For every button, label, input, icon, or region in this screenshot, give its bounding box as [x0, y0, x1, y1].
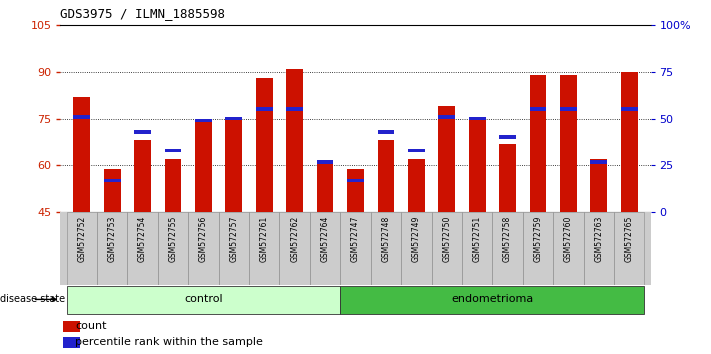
Bar — [341, 212, 370, 285]
Bar — [621, 107, 638, 111]
Bar — [249, 212, 279, 285]
Text: GSM572753: GSM572753 — [107, 216, 117, 262]
Bar — [469, 119, 486, 212]
Bar — [73, 97, 90, 212]
Bar — [584, 212, 614, 285]
Text: disease state: disease state — [0, 295, 65, 304]
Bar — [316, 162, 333, 212]
Bar — [530, 75, 546, 212]
Text: GSM572751: GSM572751 — [473, 216, 481, 262]
Bar — [439, 106, 455, 212]
Bar — [432, 212, 462, 285]
Text: GSM572759: GSM572759 — [533, 216, 542, 262]
Text: GSM572764: GSM572764 — [321, 216, 330, 262]
Bar — [614, 212, 644, 285]
Bar — [287, 107, 303, 111]
Text: percentile rank within the sample: percentile rank within the sample — [75, 337, 263, 347]
Text: GSM572758: GSM572758 — [503, 216, 512, 262]
Bar — [462, 212, 493, 285]
Text: GSM572756: GSM572756 — [199, 216, 208, 262]
Bar — [73, 115, 90, 119]
Text: endometrioma: endometrioma — [451, 295, 533, 304]
Text: GSM572755: GSM572755 — [169, 216, 178, 262]
Bar — [195, 122, 212, 212]
Bar — [188, 212, 218, 285]
Bar — [499, 136, 516, 139]
Bar — [401, 212, 432, 285]
Bar — [134, 141, 151, 212]
Bar — [347, 169, 364, 212]
Text: GSM572762: GSM572762 — [290, 216, 299, 262]
Text: GSM572747: GSM572747 — [351, 216, 360, 262]
Bar — [553, 212, 584, 285]
Bar — [104, 179, 120, 182]
Bar — [67, 286, 341, 314]
Text: count: count — [75, 321, 107, 331]
Bar — [287, 69, 303, 212]
Bar — [256, 78, 272, 212]
Bar — [408, 149, 424, 152]
Text: control: control — [184, 295, 223, 304]
Bar — [591, 159, 607, 212]
Text: GSM572750: GSM572750 — [442, 216, 451, 262]
Bar — [439, 115, 455, 119]
Text: GSM572760: GSM572760 — [564, 216, 573, 262]
Bar — [97, 212, 127, 285]
Text: GSM572748: GSM572748 — [381, 216, 390, 262]
Bar — [493, 212, 523, 285]
Bar — [310, 212, 341, 285]
Bar — [165, 149, 181, 152]
Bar — [225, 119, 242, 212]
Text: GSM572765: GSM572765 — [625, 216, 634, 262]
Bar — [127, 212, 158, 285]
Bar — [218, 212, 249, 285]
Text: GSM572761: GSM572761 — [260, 216, 269, 262]
Text: GSM572763: GSM572763 — [594, 216, 604, 262]
Bar — [279, 212, 310, 285]
Text: GSM572757: GSM572757 — [230, 216, 238, 262]
Bar — [341, 286, 644, 314]
Bar — [530, 107, 546, 111]
Bar — [378, 130, 395, 133]
Bar — [370, 212, 401, 285]
Bar — [67, 212, 97, 285]
Bar — [408, 159, 424, 212]
Bar — [165, 159, 181, 212]
Text: GSM572754: GSM572754 — [138, 216, 147, 262]
Bar — [499, 144, 516, 212]
Bar — [63, 337, 80, 348]
Bar — [523, 212, 553, 285]
Bar — [104, 169, 120, 212]
Bar — [256, 107, 272, 111]
Bar — [347, 179, 364, 182]
Bar — [195, 119, 212, 122]
Text: GDS3975 / ILMN_1885598: GDS3975 / ILMN_1885598 — [60, 7, 225, 20]
Bar — [134, 130, 151, 133]
Text: GSM572749: GSM572749 — [412, 216, 421, 262]
Bar — [591, 160, 607, 164]
Bar — [560, 107, 577, 111]
Bar — [560, 75, 577, 212]
Bar — [469, 117, 486, 120]
Bar — [378, 141, 395, 212]
Bar — [225, 117, 242, 120]
Bar — [158, 212, 188, 285]
Bar — [621, 72, 638, 212]
Bar — [63, 321, 80, 332]
Text: GSM572752: GSM572752 — [77, 216, 86, 262]
Bar — [316, 160, 333, 164]
